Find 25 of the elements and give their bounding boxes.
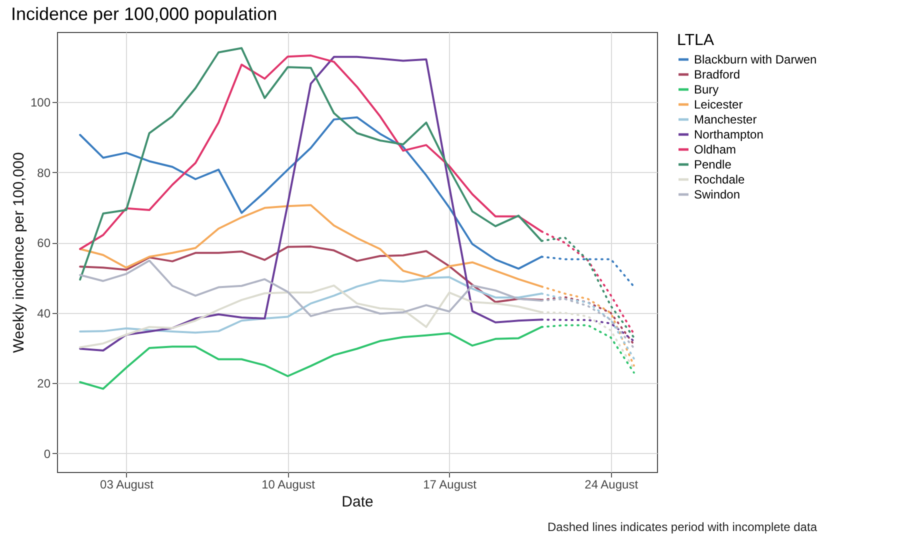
legend-label: Manchester	[694, 112, 757, 126]
legend-label: Pendle	[694, 158, 732, 172]
legend-label: Leicester	[694, 98, 743, 112]
y-tick-label: 0	[44, 446, 51, 461]
y-tick-label: 100	[30, 96, 51, 110]
x-tick-label: 17 August	[423, 478, 478, 492]
legend-label: Northampton	[694, 128, 764, 142]
y-tick-label: 20	[37, 376, 51, 391]
legend-label: Blackburn with Darwen	[694, 52, 817, 66]
legend-label: Oldham	[694, 142, 736, 156]
y-tick-label: 60	[37, 236, 51, 250]
chart-title: Incidence per 100,000 population	[10, 4, 278, 24]
text: Dashed lines indicates period with incomplete data	[548, 520, 818, 534]
legend-label: Swindon	[694, 188, 740, 202]
x-tick-label: 10 August	[262, 478, 316, 492]
x-axis-title: Date	[342, 494, 374, 510]
x-tick-label: 24 August	[584, 478, 639, 492]
legend-title: LTLA	[677, 32, 714, 49]
legend-label: Bradford	[694, 68, 740, 82]
y-axis-title: Weekly incidence per 100,000	[10, 152, 28, 353]
y-tick-label: 80	[37, 166, 51, 180]
legend-label: Bury	[694, 82, 719, 96]
y-tick-label: 40	[37, 306, 51, 320]
legend-label: Rochdale	[694, 172, 746, 186]
x-tick-label: 03 August	[100, 478, 154, 492]
